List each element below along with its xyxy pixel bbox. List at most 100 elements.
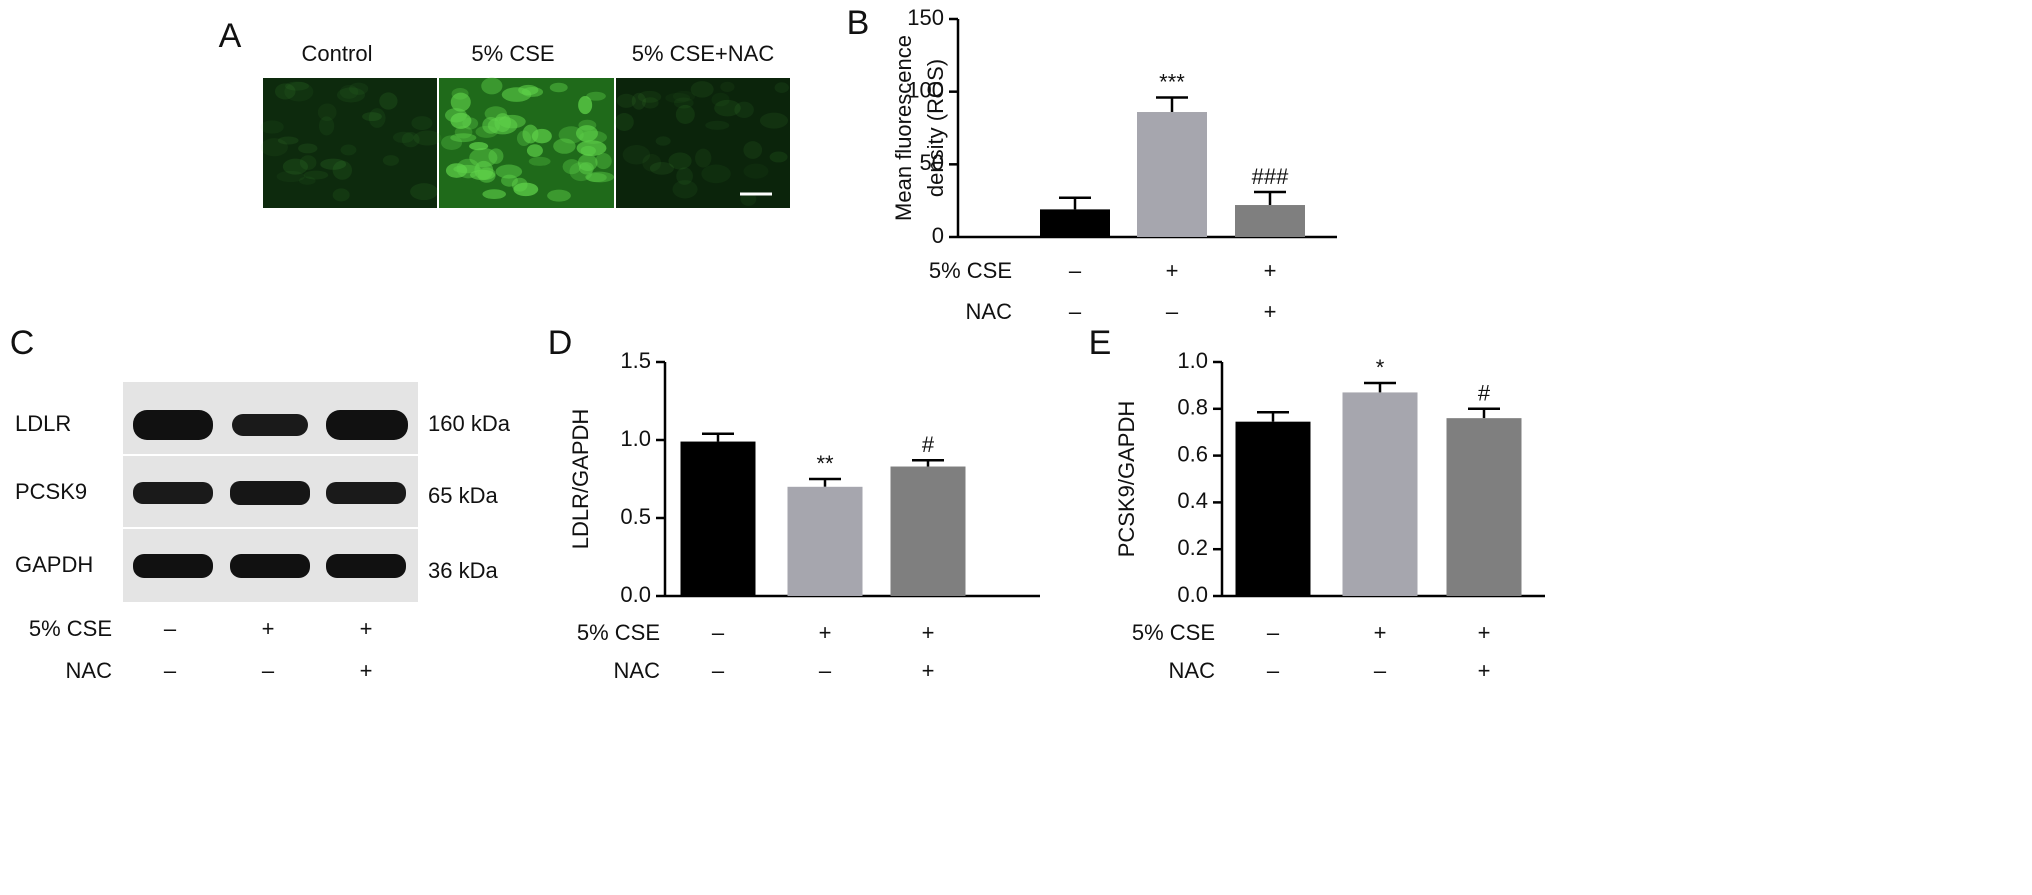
cell [513, 182, 539, 197]
cell [774, 82, 789, 93]
protein-label: GAPDH [15, 552, 93, 577]
condition-sign: – [1166, 299, 1179, 324]
condition-sign: + [1166, 258, 1179, 283]
y-tick-label: 1.5 [620, 348, 651, 373]
significance: * [1376, 355, 1385, 380]
size-label: 65 kDa [428, 483, 498, 508]
condition-sign: + [922, 658, 935, 683]
band [133, 410, 213, 440]
condition-sign: + [819, 620, 832, 645]
condition-sign: + [262, 616, 275, 641]
y-tick-label: 0 [932, 223, 944, 248]
y-tick-label: 50 [920, 150, 944, 175]
y-axis-label: Mean fluorescence [891, 35, 916, 221]
cell [578, 96, 593, 115]
cell [392, 131, 414, 143]
bar [1137, 112, 1207, 237]
cell [410, 183, 438, 201]
condition-sign: – [1267, 658, 1280, 683]
cell [441, 135, 463, 150]
condition-sign: – [1374, 658, 1387, 683]
y-tick-label: 100 [907, 77, 944, 102]
y-tick-label: 1.0 [620, 426, 651, 451]
cell [549, 82, 568, 93]
band [326, 482, 406, 504]
condition-label: 5% CSE [929, 258, 1012, 283]
y-tick-label: 1.0 [1177, 348, 1208, 373]
y-tick-label: 150 [907, 5, 944, 30]
cell [482, 189, 506, 200]
cell [516, 130, 532, 146]
condition-sign: + [922, 620, 935, 645]
cell [526, 144, 543, 157]
size-label: 36 kDa [428, 558, 498, 583]
condition-label: NAC [614, 658, 661, 683]
condition-sign: – [1069, 258, 1082, 283]
cell [336, 87, 366, 103]
condition-label: NAC [66, 658, 113, 683]
cell [260, 138, 288, 157]
condition-sign: + [1374, 620, 1387, 645]
cell [382, 155, 399, 166]
cell [622, 145, 651, 165]
cell [720, 81, 735, 92]
cell [450, 133, 477, 143]
cell [769, 151, 788, 163]
bar [1235, 205, 1305, 237]
cell [318, 116, 335, 136]
y-tick-label: 0.4 [1177, 488, 1208, 513]
condition-sign: + [360, 658, 373, 683]
cell [317, 103, 337, 121]
condition-sign: + [1478, 658, 1491, 683]
cell [332, 188, 350, 202]
cell [401, 132, 420, 148]
condition-label: 5% CSE [577, 620, 660, 645]
cell [339, 85, 359, 99]
band [232, 414, 308, 436]
cell [586, 91, 606, 101]
cell [743, 163, 769, 179]
cell [580, 145, 596, 156]
cell [454, 125, 473, 139]
y-tick-label: 0.2 [1177, 535, 1208, 560]
bar [1040, 209, 1110, 237]
cell [462, 117, 479, 130]
cell [521, 87, 544, 97]
y-axis-label: PCSK9/GAPDH [1114, 401, 1139, 558]
cell [368, 108, 386, 128]
bar [1446, 418, 1522, 596]
cell [282, 158, 308, 175]
condition-sign: + [1264, 299, 1277, 324]
cell [614, 113, 634, 131]
cell [675, 104, 695, 124]
cell [362, 112, 382, 122]
cell [668, 152, 692, 170]
cell [547, 189, 571, 202]
cell [676, 167, 693, 185]
cell [595, 153, 612, 170]
panel-letter: C [10, 324, 35, 362]
y-tick-label: 0.8 [1177, 395, 1208, 420]
cell [411, 116, 433, 131]
band [326, 554, 406, 578]
panel-letter: E [1089, 324, 1112, 362]
band [230, 554, 310, 578]
cell [511, 177, 528, 192]
condition-label: 5% CSE [1132, 620, 1215, 645]
cell [284, 81, 314, 102]
cell [743, 141, 763, 159]
cell [501, 174, 518, 187]
significance: # [922, 432, 935, 457]
cell [481, 77, 503, 95]
western-blot [123, 382, 418, 602]
cell [285, 81, 309, 91]
cell [277, 136, 299, 145]
band [326, 410, 408, 440]
y-tick-label: 0.0 [1177, 582, 1208, 607]
condition-sign: – [1267, 620, 1280, 645]
cell [665, 92, 691, 104]
panel-letter: A [219, 17, 242, 55]
cell [586, 172, 607, 183]
cell [558, 126, 584, 144]
